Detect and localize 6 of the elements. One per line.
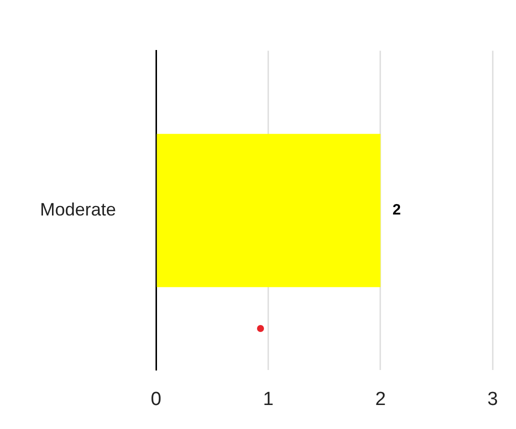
- x-tick-label: 0: [150, 388, 162, 410]
- data-label: 2: [392, 202, 401, 219]
- x-tick-label: 1: [262, 388, 274, 410]
- x-tick-label: 3: [487, 388, 498, 410]
- y-tick-label: Moderate: [40, 199, 116, 220]
- x-tick-label: 2: [375, 388, 386, 410]
